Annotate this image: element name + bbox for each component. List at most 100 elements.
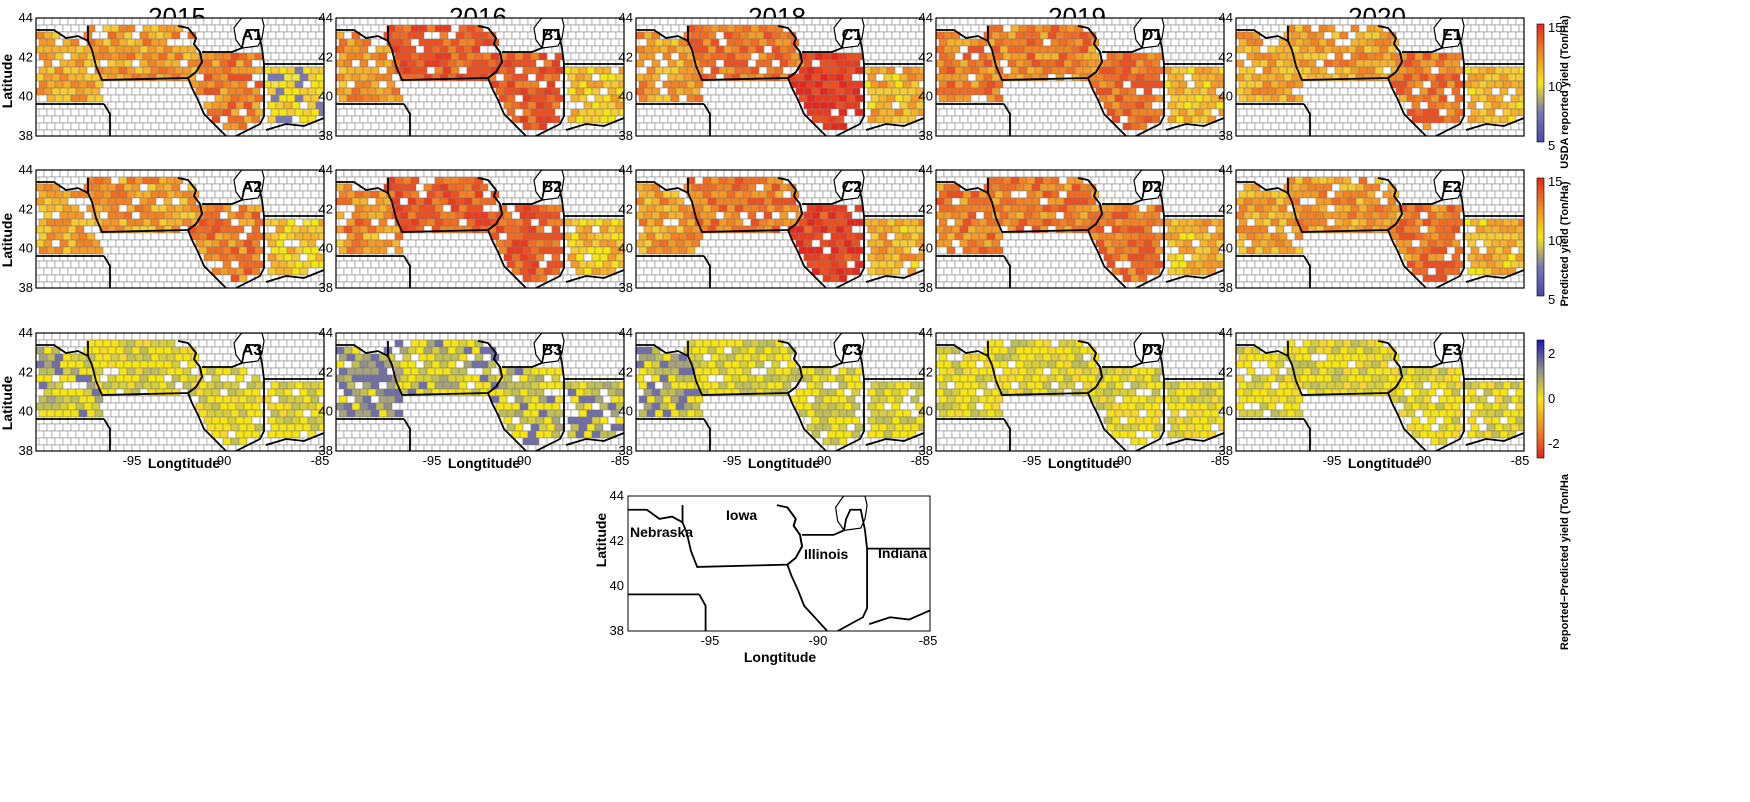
x-tick-label: -95: [1023, 453, 1042, 468]
x-tick-label: -85: [1511, 453, 1530, 468]
colorbar-tick-label: 10: [1548, 233, 1562, 248]
panel-grid: A1 44 42 40 38 B1 44 42 40 38 C1 44 42 40 38 D1 44 42 40 38…: [19, 10, 1530, 468]
panel-label-D2: D2: [1142, 179, 1163, 196]
y-tick-label: 40: [1219, 89, 1233, 104]
y-tick-label: 42: [1219, 201, 1233, 216]
y-tick-label: 44: [919, 325, 933, 340]
panel-label-B3: B3: [542, 342, 563, 359]
y-tick-label: 42: [19, 49, 33, 64]
map-panel-A1: A1: [35, 17, 325, 137]
reference-x-tick: -95: [701, 633, 720, 648]
colorbar-predicted: [1536, 177, 1545, 297]
y-tick-label: 40: [319, 404, 333, 419]
colorbar-tick-label: 0: [1548, 391, 1555, 406]
reference-y-tick: 42: [610, 533, 624, 548]
colorbar-tick-label: 15: [1548, 174, 1562, 189]
colorbar-tick-label: 2: [1548, 346, 1555, 361]
map-panel-E3: E3: [1235, 332, 1525, 452]
reference-map-xlabel: Longtitude: [744, 649, 817, 665]
y-tick-label: 44: [619, 10, 633, 25]
reference-y-tick: 38: [610, 623, 624, 638]
panel-label-E1: E1: [1442, 27, 1462, 44]
y-tick-label: 42: [919, 201, 933, 216]
y-tick-label: 40: [319, 89, 333, 104]
x-tick-label: -90: [813, 453, 832, 468]
x-tick-label: -85: [911, 453, 930, 468]
y-tick-label: 44: [19, 162, 33, 177]
col1-xlabel: Longtitude: [148, 455, 221, 471]
y-tick-label: 42: [19, 364, 33, 379]
panel-label-A3: A3: [242, 342, 263, 359]
row1-ylabel: Latitude: [0, 54, 15, 109]
y-tick-label: 40: [319, 241, 333, 256]
y-tick-label: 38: [1219, 128, 1233, 143]
y-tick-label: 44: [319, 162, 333, 177]
y-tick-label: 44: [919, 162, 933, 177]
y-tick-label: 38: [1219, 280, 1233, 295]
map-panel-A3: A3: [35, 332, 325, 452]
panel-label-A1: A1: [242, 27, 263, 44]
state-label-iowa: Iowa: [726, 507, 757, 523]
y-tick-label: 42: [619, 49, 633, 64]
y-tick-label: 40: [1219, 241, 1233, 256]
panel-label-D3: D3: [1142, 342, 1163, 359]
y-tick-label: 44: [919, 10, 933, 25]
panel-label-C1: C1: [842, 27, 863, 44]
map-panel-D3: D3: [935, 332, 1225, 452]
map-panel-B3: B3: [335, 332, 625, 452]
x-tick-label: -95: [123, 453, 142, 468]
row2-ylabel: Latitude: [0, 213, 15, 268]
x-tick-label: -90: [213, 453, 232, 468]
state-label-illinois: Illinois: [804, 546, 849, 562]
map-panel-D2: D2: [935, 169, 1225, 289]
x-tick-label: -85: [1211, 453, 1230, 468]
x-tick-label: -85: [611, 453, 630, 468]
row3-ylabel: Latitude: [0, 376, 15, 431]
y-tick-label: 44: [1219, 162, 1233, 177]
x-tick-label: -90: [513, 453, 532, 468]
y-tick-label: 38: [919, 443, 933, 458]
state-label-nebraska: Nebraska: [630, 524, 693, 540]
y-tick-label: 40: [19, 89, 33, 104]
y-tick-label: 44: [1219, 325, 1233, 340]
panel-label-B2: B2: [542, 179, 563, 196]
y-tick-label: 42: [1219, 364, 1233, 379]
panel-label-E3: E3: [1442, 342, 1462, 359]
colorbar-reported: [1536, 23, 1545, 143]
panel-label-D1: D1: [1142, 27, 1163, 44]
y-tick-label: 42: [619, 201, 633, 216]
y-tick-label: 40: [19, 241, 33, 256]
y-tick-label: 44: [1219, 10, 1233, 25]
reference-map-ylabel: Latitude: [593, 513, 609, 568]
y-tick-label: 44: [619, 325, 633, 340]
y-tick-label: 42: [1219, 49, 1233, 64]
y-tick-label: 38: [919, 128, 933, 143]
reference-map-ticks: 44 42 40 38 -95 -90 -85: [610, 488, 938, 648]
x-tick-label: -95: [1323, 453, 1342, 468]
map-panel-C3: C3: [635, 332, 925, 452]
y-tick-label: 44: [19, 10, 33, 25]
reference-y-tick: 44: [610, 488, 624, 503]
colorbar-tick-label: -2: [1548, 436, 1560, 451]
map-panel-E1: E1: [1235, 17, 1525, 137]
y-tick-label: 38: [1219, 443, 1233, 458]
map-panel-B2: B2: [335, 169, 625, 289]
map-panel-E2: E2: [1235, 169, 1525, 289]
y-tick-label: 44: [19, 325, 33, 340]
y-tick-label: 42: [319, 201, 333, 216]
panel-label-C2: C2: [842, 179, 863, 196]
y-tick-label: 38: [19, 128, 33, 143]
map-panel-B1: B1: [335, 17, 625, 137]
y-tick-label: 38: [919, 280, 933, 295]
col4-xlabel: Longtitude: [1048, 455, 1121, 471]
y-tick-label: 38: [619, 280, 633, 295]
x-tick-label: -90: [1413, 453, 1432, 468]
y-tick-label: 42: [19, 201, 33, 216]
map-panel-D1: D1: [935, 17, 1225, 137]
col5-xlabel: Longtitude: [1348, 455, 1421, 471]
y-tick-label: 40: [619, 241, 633, 256]
col2-xlabel: Longtitude: [448, 455, 521, 471]
x-tick-label: -95: [423, 453, 442, 468]
reference-x-tick: -85: [919, 633, 938, 648]
